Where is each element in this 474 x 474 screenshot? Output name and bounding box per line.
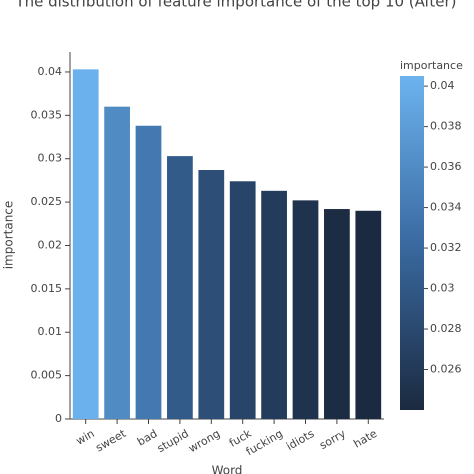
y-tick-label: 0.02 — [38, 238, 63, 251]
y-tick-label: 0.025 — [31, 195, 63, 208]
y-axis-title: importance — [2, 201, 16, 270]
bar — [355, 210, 382, 419]
bar — [229, 181, 256, 419]
x-tick-label: sweet — [93, 427, 128, 455]
chart-title: The distribution of feature importance o… — [14, 0, 456, 11]
bar — [261, 190, 287, 419]
colorbar-tick-label: 0.03 — [430, 282, 455, 295]
y-tick-label: 0.03 — [38, 152, 63, 165]
colorbar-tick-label: 0.032 — [430, 241, 462, 254]
y-tick-label: 0.04 — [38, 65, 63, 78]
x-tick-label: hate — [351, 427, 379, 451]
colorbar-tick-label: 0.04 — [430, 79, 455, 92]
y-tick-label: 0.015 — [31, 282, 63, 295]
x-axis-title: Word — [212, 464, 243, 474]
colorbar — [400, 76, 424, 410]
colorbar-tick-label: 0.034 — [430, 201, 462, 214]
y-tick-label: 0 — [55, 412, 62, 425]
x-tick-label: sorry — [317, 427, 348, 452]
colorbar-tick-label: 0.026 — [430, 363, 462, 376]
bar — [292, 200, 319, 419]
y-tick-label: 0.005 — [31, 369, 63, 382]
y-tick-label: 0.035 — [31, 108, 63, 121]
bar — [324, 209, 350, 419]
colorbar-tick-label: 0.028 — [430, 322, 462, 335]
x-tick-label: fucking — [244, 427, 285, 458]
colorbar-tick-label: 0.038 — [430, 120, 462, 133]
x-tick-label: stupid — [155, 427, 191, 455]
bar — [104, 106, 130, 419]
bar — [167, 156, 193, 420]
bar — [135, 125, 162, 420]
colorbar-title: importance — [400, 59, 463, 72]
bar — [198, 169, 225, 419]
y-tick-label: 0.01 — [38, 325, 63, 338]
x-tick-label: wrong — [186, 427, 222, 455]
colorbar-tick-label: 0.036 — [430, 160, 462, 173]
bar — [72, 69, 99, 420]
x-tick-label: idiots — [284, 427, 317, 453]
